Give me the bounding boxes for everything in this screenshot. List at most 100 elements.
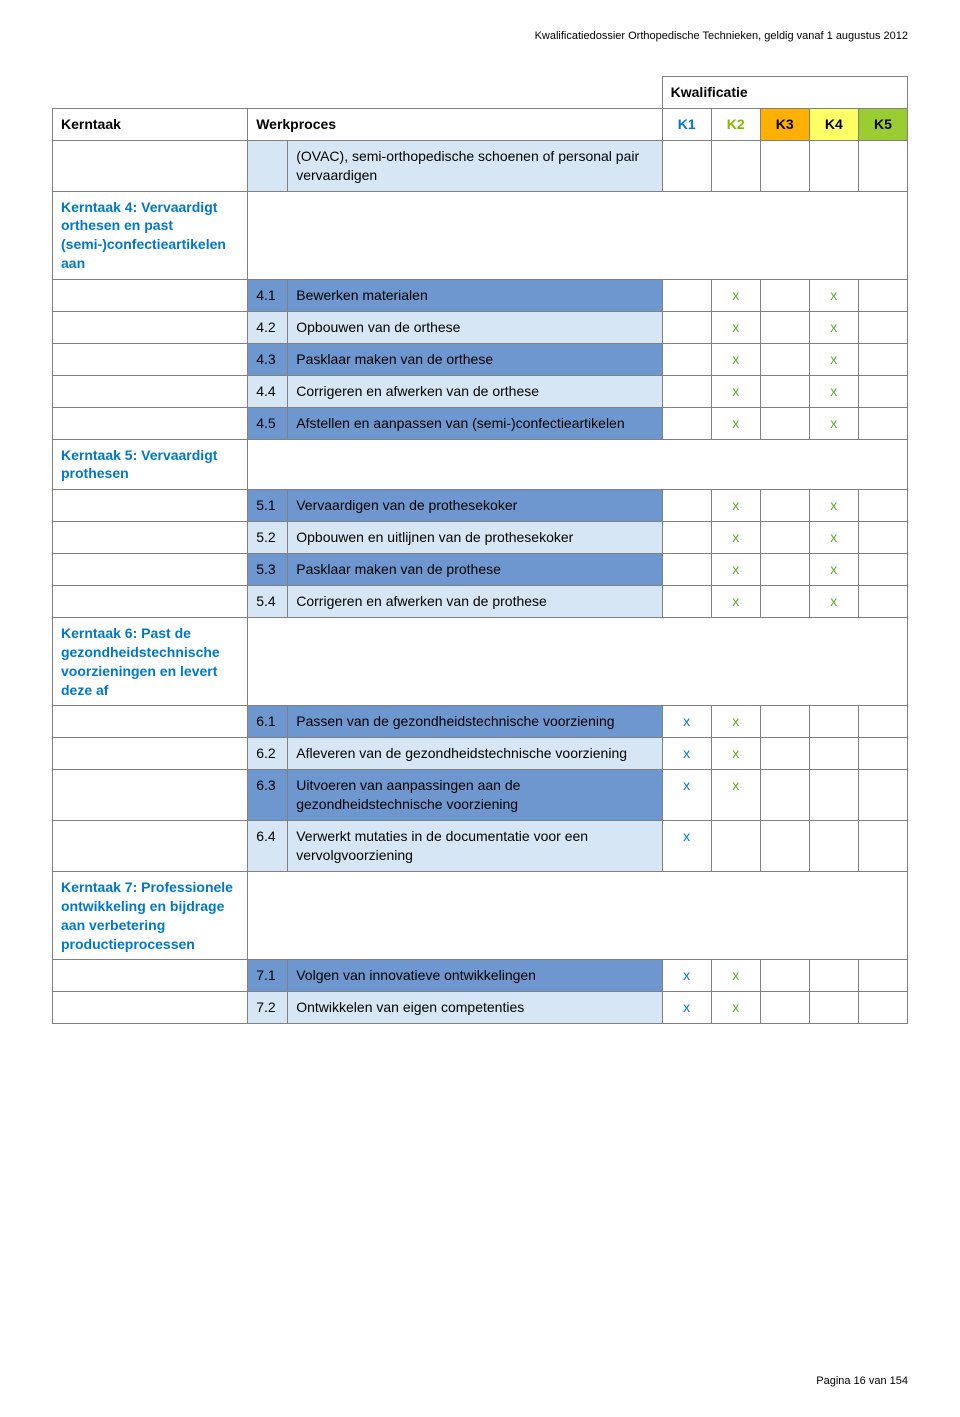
k1-cell: x [662,738,711,770]
table-row: 7.2Ontwikkelen van eigen competentiesxx [53,992,908,1024]
row-kerntaak-spacer [53,738,248,770]
k1-cell: x [662,821,711,872]
row-kerntaak-spacer [53,407,248,439]
row-desc: Corrigeren en afwerken van de orthese [288,375,662,407]
row-code: 4.5 [248,407,288,439]
k4-cell: x [809,375,858,407]
row-kerntaak-spacer [53,770,248,821]
row-code: 4.4 [248,375,288,407]
page-footer: Pagina 16 van 154 [816,1375,908,1387]
section-header-row: Kerntaak 4: Vervaardigt orthesen en past… [53,191,908,280]
section-header-row: Kerntaak 5: Vervaardigt prothesen [53,439,908,490]
k5-cell [858,375,907,407]
table-row: 4.5Afstellen en aanpassen van (semi-)con… [53,407,908,439]
row-desc: Volgen van innovatieve ontwikkelingen [288,960,662,992]
k2-cell: x [711,770,760,821]
header-k1: K1 [662,108,711,140]
row-desc: Opbouwen van de orthese [288,312,662,344]
k5-cell [858,343,907,375]
row-kerntaak-spacer [53,280,248,312]
k5-cell [858,490,907,522]
k3-cell [760,554,809,586]
document-header: Kwalificatiedossier Orthopedische Techni… [52,30,908,42]
row-kerntaak-spacer [53,821,248,872]
row-code: 5.1 [248,490,288,522]
k4-cell [809,706,858,738]
k4-cell [809,960,858,992]
k1-cell [662,343,711,375]
k5-cell [858,992,907,1024]
k5-cell [858,960,907,992]
page: Kwalificatiedossier Orthopedische Techni… [0,0,960,1417]
k2-cell: x [711,586,760,618]
k5-cell [858,821,907,872]
k4-cell: x [809,407,858,439]
k3-cell [760,821,809,872]
row-desc: Verwerkt mutaties in de documentatie voo… [288,821,662,872]
table-row: 4.2Opbouwen van de orthesexx [53,312,908,344]
k4-cell [809,992,858,1024]
header-row: Kerntaak Werkproces K1 K2 K3 K4 K5 [53,108,908,140]
row-kerntaak-spacer [53,992,248,1024]
k4-cell: x [809,280,858,312]
k3-cell [760,312,809,344]
row-code: 5.3 [248,554,288,586]
k3-cell [760,960,809,992]
header-k5: K5 [858,108,907,140]
k1-cell: x [662,770,711,821]
k3-cell [760,343,809,375]
k4-cell [809,821,858,872]
super-header-row: Kwalificatie [53,77,908,109]
k2-cell: x [711,343,760,375]
k3-cell [760,407,809,439]
section-header-row: Kerntaak 6: Past de gezondheidstechnisch… [53,617,908,706]
k2-cell: x [711,280,760,312]
row-code: 6.4 [248,821,288,872]
k1-cell [662,522,711,554]
k5-cell [858,706,907,738]
row-code: 6.2 [248,738,288,770]
k2-cell: x [711,992,760,1024]
table-row: 5.2Opbouwen en uitlijnen van de prothese… [53,522,908,554]
k3-cell [760,992,809,1024]
k1-cell [662,312,711,344]
row-kerntaak-spacer [53,586,248,618]
k3-cell [760,522,809,554]
row-kerntaak-spacer [53,554,248,586]
row-desc: Pasklaar maken van de orthese [288,343,662,375]
k2-cell: x [711,407,760,439]
row-kerntaak-spacer [53,490,248,522]
table-row: 6.2Afleveren van de gezondheidstechnisch… [53,738,908,770]
section-title: Kerntaak 7: Professionele ontwikkeling e… [53,871,248,960]
table-row: 5.1Vervaardigen van de prothesekokerxx [53,490,908,522]
k5-cell [858,522,907,554]
row-code: 4.3 [248,343,288,375]
row-desc: Ontwikkelen van eigen competenties [288,992,662,1024]
k1-cell [662,490,711,522]
header-k2: K2 [711,108,760,140]
header-k4: K4 [809,108,858,140]
table-row: 5.4Corrigeren en afwerken van de prothes… [53,586,908,618]
k3-cell [760,280,809,312]
row-kerntaak-spacer [53,960,248,992]
k4-cell: x [809,586,858,618]
row-kerntaak-spacer [53,706,248,738]
k2-cell: x [711,554,760,586]
row-code: 6.1 [248,706,288,738]
table-row: 6.1Passen van de gezondheidstechnische v… [53,706,908,738]
k5-cell [858,738,907,770]
row-code: 7.2 [248,992,288,1024]
section-title: Kerntaak 5: Vervaardigt prothesen [53,439,248,490]
k1-cell [662,554,711,586]
section-header-spacer [248,439,908,490]
section-title: Kerntaak 6: Past de gezondheidstechnisch… [53,617,248,706]
k2-cell: x [711,706,760,738]
section-title: Kerntaak 4: Vervaardigt orthesen en past… [53,191,248,280]
k2-cell: x [711,375,760,407]
row-kerntaak-spacer [53,343,248,375]
row-desc: Bewerken materialen [288,280,662,312]
k5-cell [858,554,907,586]
header-k3: K3 [760,108,809,140]
continuation-desc: (OVAC), semi-orthopedische schoenen of p… [288,140,662,191]
table-row: 4.1Bewerken materialenxx [53,280,908,312]
